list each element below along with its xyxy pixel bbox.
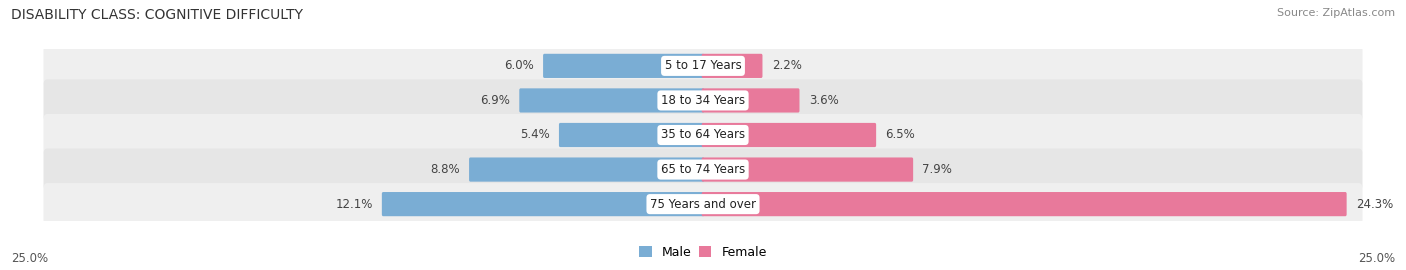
FancyBboxPatch shape [44,183,1362,225]
Text: 12.1%: 12.1% [335,198,373,211]
Text: 24.3%: 24.3% [1355,198,1393,211]
Text: 5.4%: 5.4% [520,129,550,141]
FancyBboxPatch shape [382,192,704,216]
FancyBboxPatch shape [702,157,912,182]
Text: DISABILITY CLASS: COGNITIVE DIFFICULTY: DISABILITY CLASS: COGNITIVE DIFFICULTY [11,8,304,22]
Text: 6.5%: 6.5% [886,129,915,141]
FancyBboxPatch shape [519,88,704,113]
Legend: Male, Female: Male, Female [634,241,772,264]
Text: Source: ZipAtlas.com: Source: ZipAtlas.com [1277,8,1395,18]
FancyBboxPatch shape [44,114,1362,156]
Text: 6.9%: 6.9% [481,94,510,107]
Text: 35 to 64 Years: 35 to 64 Years [661,129,745,141]
FancyBboxPatch shape [44,79,1362,122]
Text: 6.0%: 6.0% [505,59,534,72]
FancyBboxPatch shape [543,54,704,78]
Text: 75 Years and over: 75 Years and over [650,198,756,211]
Text: 3.6%: 3.6% [808,94,838,107]
Text: 8.8%: 8.8% [430,163,460,176]
FancyBboxPatch shape [560,123,704,147]
Text: 25.0%: 25.0% [1358,252,1395,265]
Text: 65 to 74 Years: 65 to 74 Years [661,163,745,176]
Text: 2.2%: 2.2% [772,59,801,72]
Text: 5 to 17 Years: 5 to 17 Years [665,59,741,72]
Text: 25.0%: 25.0% [11,252,48,265]
Text: 7.9%: 7.9% [922,163,952,176]
FancyBboxPatch shape [702,54,762,78]
FancyBboxPatch shape [702,88,800,113]
FancyBboxPatch shape [702,123,876,147]
FancyBboxPatch shape [470,157,704,182]
Text: 18 to 34 Years: 18 to 34 Years [661,94,745,107]
FancyBboxPatch shape [702,192,1347,216]
FancyBboxPatch shape [44,148,1362,191]
FancyBboxPatch shape [44,45,1362,87]
